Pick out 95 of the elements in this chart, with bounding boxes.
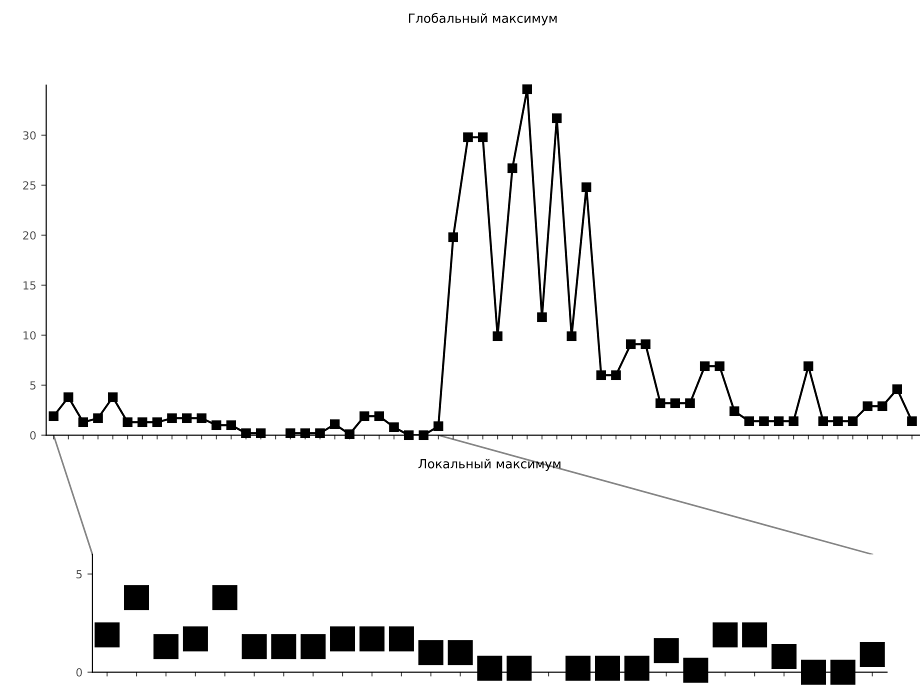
point bbox=[330, 626, 356, 652]
point bbox=[862, 401, 872, 412]
point bbox=[522, 84, 532, 94]
point bbox=[404, 430, 414, 440]
point bbox=[182, 413, 192, 424]
point bbox=[226, 420, 236, 430]
point bbox=[93, 413, 103, 424]
point bbox=[196, 413, 206, 424]
point bbox=[508, 163, 518, 174]
point bbox=[242, 634, 267, 660]
point bbox=[360, 411, 370, 422]
point bbox=[359, 626, 384, 652]
point bbox=[389, 422, 399, 432]
point bbox=[492, 331, 502, 342]
point bbox=[212, 420, 222, 430]
y-tick-label: 30 bbox=[23, 131, 36, 140]
point bbox=[566, 331, 576, 342]
point bbox=[506, 656, 532, 681]
point bbox=[730, 406, 740, 416]
point bbox=[256, 428, 266, 438]
point bbox=[594, 656, 620, 681]
point bbox=[241, 428, 251, 438]
y-tick-label: 0 bbox=[76, 668, 82, 677]
chart-title: Глобальный максимум bbox=[409, 13, 557, 26]
point bbox=[892, 384, 902, 394]
point bbox=[670, 398, 680, 408]
y-tick-label: 5 bbox=[76, 570, 82, 578]
point bbox=[477, 656, 502, 681]
point bbox=[800, 660, 826, 685]
point bbox=[448, 640, 473, 666]
point bbox=[418, 430, 428, 440]
point bbox=[654, 638, 679, 664]
y-tick-label: 20 bbox=[23, 231, 36, 240]
point bbox=[742, 622, 768, 648]
point bbox=[344, 429, 354, 440]
point bbox=[552, 113, 562, 124]
point bbox=[833, 416, 843, 426]
point bbox=[683, 658, 708, 683]
point bbox=[907, 416, 917, 426]
point bbox=[388, 626, 414, 652]
point bbox=[94, 622, 120, 648]
point bbox=[330, 419, 340, 430]
y-tick-label: 5 bbox=[30, 381, 36, 390]
point bbox=[108, 392, 118, 402]
point bbox=[537, 312, 547, 322]
point bbox=[478, 132, 488, 142]
point bbox=[582, 182, 592, 192]
point bbox=[153, 634, 178, 660]
point bbox=[448, 232, 458, 242]
point bbox=[374, 411, 384, 422]
point bbox=[830, 660, 856, 685]
point bbox=[848, 416, 858, 426]
y-tick-label: 15 bbox=[24, 281, 36, 290]
point bbox=[860, 642, 885, 668]
point bbox=[64, 392, 74, 402]
y-tick-label: 25 bbox=[23, 181, 36, 190]
point bbox=[124, 585, 150, 610]
point bbox=[300, 428, 310, 438]
point bbox=[167, 413, 177, 424]
point bbox=[656, 398, 666, 408]
point bbox=[626, 339, 636, 350]
point bbox=[286, 428, 296, 438]
point bbox=[700, 361, 710, 372]
point bbox=[418, 640, 444, 666]
point bbox=[463, 132, 473, 142]
y-tick-label: 10 bbox=[24, 331, 36, 340]
point bbox=[714, 361, 724, 372]
point bbox=[774, 416, 784, 426]
point bbox=[78, 417, 88, 428]
point bbox=[744, 416, 754, 426]
point bbox=[212, 585, 238, 610]
point bbox=[818, 416, 828, 426]
point bbox=[271, 634, 296, 660]
point bbox=[804, 361, 814, 372]
point bbox=[300, 634, 326, 660]
point bbox=[685, 398, 695, 408]
point bbox=[712, 622, 738, 648]
point bbox=[182, 626, 208, 652]
chart-title: Локальный максимум bbox=[418, 458, 560, 471]
point bbox=[315, 428, 325, 438]
point bbox=[624, 656, 650, 681]
point bbox=[640, 339, 650, 350]
point bbox=[138, 417, 148, 428]
point bbox=[878, 401, 888, 412]
point bbox=[759, 416, 769, 426]
point bbox=[611, 370, 621, 380]
point bbox=[48, 411, 58, 422]
point bbox=[152, 417, 162, 428]
point bbox=[566, 656, 591, 681]
point bbox=[434, 421, 444, 432]
point bbox=[772, 644, 797, 669]
point bbox=[122, 417, 132, 428]
point bbox=[788, 416, 798, 426]
y-tick-label: 0 bbox=[30, 431, 36, 440]
point bbox=[596, 370, 606, 380]
